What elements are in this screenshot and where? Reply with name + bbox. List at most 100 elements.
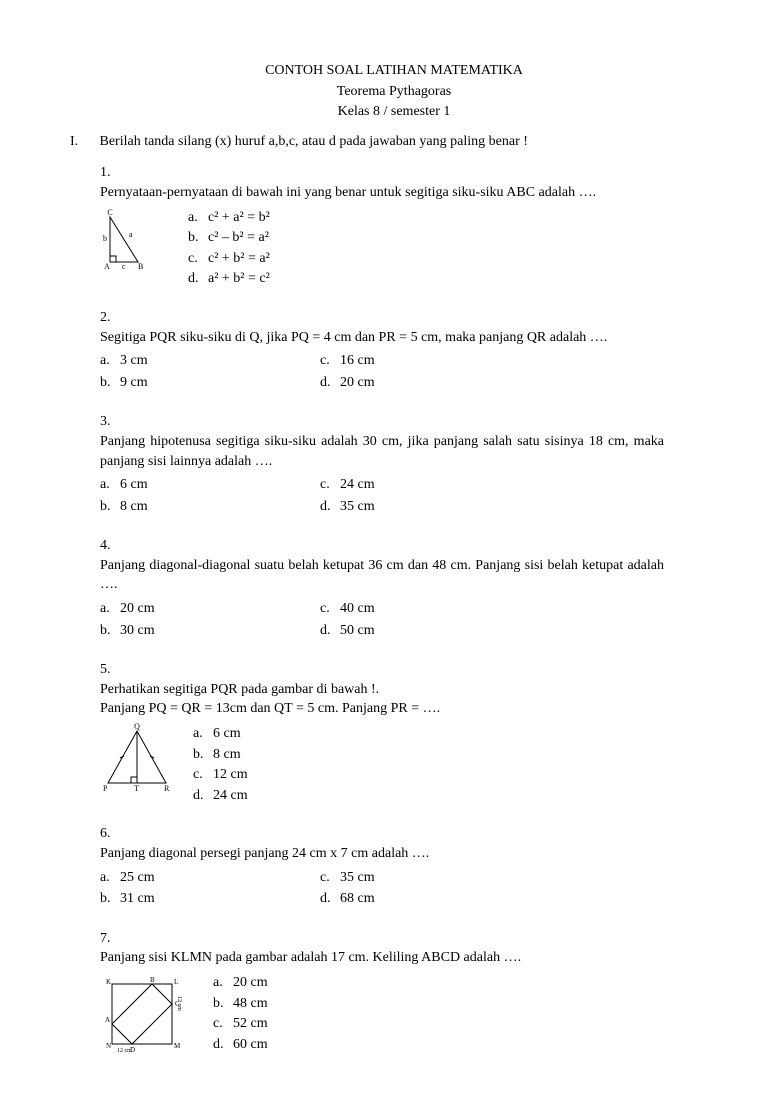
opt-label: a. (100, 868, 120, 888)
q3-options: a.6 cm b.8 cm c.24 cm d.35 cm (100, 473, 664, 518)
opt-label: a. (100, 599, 120, 619)
svg-text:C: C (107, 208, 112, 217)
opt-text: c² – b² = a² (208, 230, 269, 245)
opt-text: 3 cm (120, 353, 148, 368)
opt-text: 20 cm (233, 975, 268, 990)
opt-text: 50 cm (340, 623, 375, 638)
opt-label: a. (188, 208, 208, 228)
opt-text: 16 cm (340, 353, 375, 368)
opt-label: d. (320, 373, 340, 393)
opt-label: b. (100, 497, 120, 517)
q6-number: 6. (100, 824, 122, 844)
opt-label: b. (188, 228, 208, 248)
question-3: 3. Panjang hipotenusa segitiga siku-siku… (100, 412, 688, 518)
opt-label: b. (213, 994, 233, 1014)
question-4: 4. Panjang diagonal-diagonal suatu belah… (100, 536, 688, 642)
opt-label: b. (100, 621, 120, 641)
q1-options: a.c² + a² = b² b.c² – b² = a² c.c² + b² … (188, 207, 270, 290)
opt-text: 48 cm (233, 996, 268, 1011)
q1-figure: C A B b a c (100, 207, 170, 277)
opt-label: c. (320, 868, 340, 888)
q4-number: 4. (100, 536, 122, 556)
opt-label: c. (320, 599, 340, 619)
section-text: Berilah tanda silang (x) huruf a,b,c, at… (100, 134, 528, 149)
q2-number: 2. (100, 308, 122, 328)
opt-text: 35 cm (340, 499, 375, 514)
opt-text: 6 cm (213, 726, 241, 741)
q4-text: Panjang diagonal-diagonal suatu belah ke… (100, 558, 664, 593)
opt-label: c. (320, 475, 340, 495)
question-6: 6. Panjang diagonal persegi panjang 24 c… (100, 824, 688, 910)
subtitle: Teorema Pythagoras (100, 82, 688, 102)
svg-text:12 cm: 12 cm (176, 996, 182, 1011)
opt-text: 25 cm (120, 870, 155, 885)
opt-text: c² + b² = a² (208, 251, 270, 266)
opt-label: d. (193, 786, 213, 806)
q5-number: 5. (100, 660, 122, 680)
svg-text:Q: Q (134, 723, 140, 731)
opt-label: d. (188, 269, 208, 289)
opt-text: 24 cm (213, 788, 248, 803)
svg-text:R: R (164, 784, 170, 793)
q2-options: a.3 cm b.9 cm c.16 cm d.20 cm (100, 349, 664, 394)
q3-number: 3. (100, 412, 122, 432)
opt-text: c² + a² = b² (208, 210, 270, 225)
opt-text: 20 cm (120, 601, 155, 616)
opt-text: 40 cm (340, 601, 375, 616)
q4-options: a.20 cm b.30 cm c.40 cm d.50 cm (100, 597, 664, 642)
svg-text:B: B (150, 976, 155, 984)
svg-text:L: L (174, 978, 178, 986)
q5-figure: Q P T R (100, 723, 175, 798)
q7-figure: K L M N B C A D 12 cm 12 cm (100, 972, 195, 1057)
opt-text: 60 cm (233, 1037, 268, 1052)
svg-text:P: P (103, 784, 108, 793)
opt-label: a. (100, 475, 120, 495)
opt-text: 30 cm (120, 623, 155, 638)
q6-options: a.25 cm b.31 cm c.35 cm d.68 cm (100, 866, 664, 911)
opt-label: b. (100, 889, 120, 909)
opt-text: 8 cm (213, 747, 241, 762)
svg-text:N: N (106, 1042, 111, 1050)
q5-text: Perhatikan segitiga PQR pada gambar di b… (100, 680, 664, 700)
question-1: 1. Pernyataan-pernyataan di bawah ini ya… (100, 163, 688, 290)
section-instruction: I. Berilah tanda silang (x) huruf a,b,c,… (70, 132, 688, 152)
opt-text: a² + b² = c² (208, 271, 270, 286)
opt-text: 24 cm (340, 477, 375, 492)
opt-text: 12 cm (213, 767, 248, 782)
class-line: Kelas 8 / semester 1 (100, 102, 688, 122)
opt-text: 8 cm (120, 499, 148, 514)
opt-text: 68 cm (340, 891, 375, 906)
svg-text:K: K (106, 978, 111, 986)
opt-label: a. (100, 351, 120, 371)
svg-text:12 cm: 12 cm (117, 1048, 132, 1054)
svg-text:T: T (134, 784, 139, 793)
q1-text: Pernyataan-pernyataan di bawah ini yang … (100, 185, 596, 200)
q7-options: a.20 cm b.48 cm c.52 cm d.60 cm (213, 972, 268, 1055)
opt-label: d. (320, 889, 340, 909)
q3-text: Panjang hipotenusa segitiga siku-siku ad… (100, 434, 664, 469)
opt-label: b. (100, 373, 120, 393)
opt-label: c. (188, 249, 208, 269)
q5-options: a.6 cm b.8 cm c.12 cm d.24 cm (193, 723, 248, 806)
opt-text: 35 cm (340, 870, 375, 885)
q1-number: 1. (100, 163, 122, 183)
q5-text2: Panjang PQ = QR = 13cm dan QT = 5 cm. Pa… (100, 699, 664, 719)
q2-text: Segitiga PQR siku-siku di Q, jika PQ = 4… (100, 330, 607, 345)
document-header: CONTOH SOAL LATIHAN MATEMATIKA Teorema P… (100, 61, 688, 122)
question-5: 5. Perhatikan segitiga PQR pada gambar d… (100, 660, 688, 806)
opt-label: c. (320, 351, 340, 371)
svg-text:A: A (105, 1016, 110, 1024)
svg-text:b: b (103, 234, 107, 243)
opt-label: d. (320, 621, 340, 641)
opt-label: d. (213, 1035, 233, 1055)
opt-label: a. (213, 973, 233, 993)
svg-text:c: c (122, 262, 126, 271)
question-2: 2. Segitiga PQR siku-siku di Q, jika PQ … (100, 308, 688, 394)
svg-text:B: B (138, 262, 143, 271)
svg-text:a: a (129, 230, 133, 239)
q7-text: Panjang sisi KLMN pada gambar adalah 17 … (100, 950, 521, 965)
opt-label: d. (320, 497, 340, 517)
svg-text:A: A (104, 262, 110, 271)
opt-text: 31 cm (120, 891, 155, 906)
section-roman: I. (70, 132, 96, 152)
